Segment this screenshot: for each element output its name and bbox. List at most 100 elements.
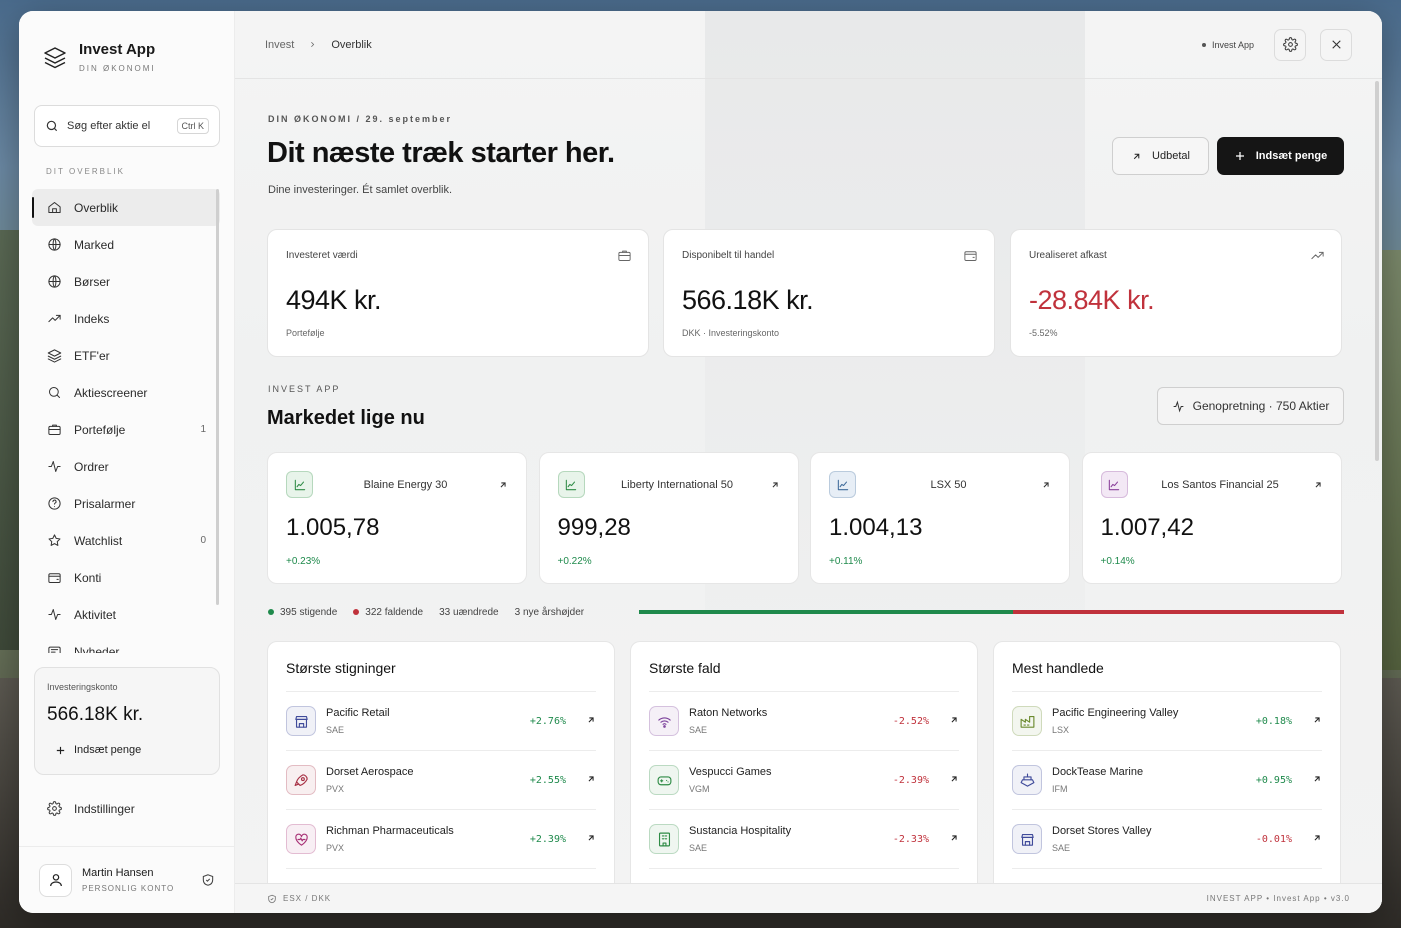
- list-item[interactable]: Richman Pharmaceuticals PVX +2.39%: [286, 810, 596, 869]
- breadth-declining-label: 322 faldende: [365, 607, 424, 618]
- withdraw-button[interactable]: Udbetal: [1112, 137, 1209, 175]
- index-value: 1.004,13: [829, 514, 923, 541]
- stat-icon: [963, 248, 978, 268]
- index-name: LSX 50: [930, 478, 967, 491]
- user-profile[interactable]: Martin Hansen PERSONLIG KONTO: [19, 846, 235, 913]
- list-item[interactable]: Dorset Aerospace PVX +2.55%: [286, 751, 596, 810]
- sidebar-scrollbar[interactable]: [216, 189, 219, 605]
- index-name: Blaine Energy 30: [363, 478, 448, 491]
- sidebar-item-etf-er[interactable]: ETF'er: [32, 337, 220, 374]
- stat-card[interactable]: Investeret værdi 494K kr. Portefølje: [267, 229, 649, 357]
- sidebar-item-label: Ordrer: [74, 459, 109, 474]
- stat-card[interactable]: Disponibelt til handel 566.18K kr. DKK · I…: [663, 229, 995, 357]
- stat-icon: [1310, 248, 1325, 268]
- gear-icon: [1282, 37, 1298, 52]
- panel-title: Største fald: [649, 660, 959, 692]
- sidebar-item-aktivitet[interactable]: Aktivitet: [32, 596, 220, 633]
- company-ticker: PVX: [326, 843, 345, 853]
- company-icon-box: [1012, 824, 1042, 854]
- factory-icon: [1020, 715, 1034, 728]
- open-link[interactable]: [949, 830, 959, 848]
- breadcrumb-item-invest[interactable]: Invest: [265, 38, 295, 51]
- list-item[interactable]: Raton Networks SAE -2.52%: [649, 692, 959, 751]
- open-link[interactable]: [1312, 712, 1322, 730]
- company-change: -2.33%: [892, 833, 929, 845]
- list-item[interactable]: Sustancia Hospitality SAE -2.33%: [649, 810, 959, 869]
- sidebar-item-label: Indeks: [74, 311, 110, 326]
- sidebar: Invest App DIN ØKONOMI Søg efter aktie e…: [19, 11, 235, 913]
- deposit-button[interactable]: Indsæt penge: [1217, 137, 1344, 175]
- stat-label: Disponibelt til handel: [682, 250, 775, 261]
- index-card[interactable]: Los Santos Financial 25 1.007,42 +0.14%: [1081, 452, 1342, 584]
- open-link[interactable]: [1312, 830, 1322, 848]
- close-button[interactable]: [1320, 28, 1352, 61]
- sidebar-item-count: 0: [200, 535, 206, 546]
- company-ticker: SAE: [326, 725, 345, 735]
- arrow-up-right-icon: [951, 835, 957, 841]
- arrow-up-right-icon: [1314, 835, 1320, 841]
- index-change: +0.22%: [557, 556, 592, 567]
- settings-button[interactable]: [1274, 28, 1306, 61]
- search-input[interactable]: Søg efter aktie el Ctrl K: [34, 105, 220, 147]
- chevron-right-icon: [311, 41, 315, 48]
- heart-icon: [294, 833, 308, 846]
- plus-icon: [1235, 152, 1244, 160]
- open-link[interactable]: [586, 771, 596, 789]
- sidebar-item-nyheder[interactable]: Nyheder: [32, 633, 220, 653]
- shield-icon[interactable]: [201, 873, 215, 887]
- breadth-highs: 3 nye årshøjder: [514, 607, 585, 618]
- account-deposit-button[interactable]: Indsæt penge: [55, 744, 207, 756]
- list-item[interactable]: Pacific Engineering Valley LSX +0.18%: [1012, 692, 1322, 751]
- panel-title: Største stigninger: [286, 660, 596, 692]
- index-card[interactable]: LSX 50 1.004,13 +0.11%: [810, 452, 1070, 584]
- list-item[interactable]: Dorset Stores Valley SAE -0.01%: [1012, 810, 1322, 869]
- company-name: DockTease Marine: [1052, 766, 1144, 778]
- sidebar-item-watchlist[interactable]: Watchlist 0: [32, 522, 220, 559]
- market-regime-button[interactable]: Genopretning · 750 Aktier: [1157, 387, 1344, 425]
- open-link[interactable]: [1312, 771, 1322, 789]
- wallet-icon: [964, 251, 977, 261]
- sidebar-item-indeks[interactable]: Indeks: [32, 300, 220, 337]
- sidebar-item-settings[interactable]: Indstillinger: [47, 801, 135, 816]
- sidebar-item-børser[interactable]: Børser: [32, 263, 220, 300]
- list-item[interactable]: DockTease Marine IFM +0.95%: [1012, 751, 1322, 810]
- brand[interactable]: Invest App DIN ØKONOMI: [43, 41, 156, 73]
- list-item[interactable]: Pacific Retail SAE +2.76%: [286, 692, 596, 751]
- sidebar-item-portefølje[interactable]: Portefølje 1: [32, 411, 220, 448]
- briefcase-icon: [48, 424, 61, 435]
- stat-sub: DKK · Investeringskonto: [682, 328, 780, 338]
- nav-section-label: DIT OVERBLIK: [46, 167, 125, 176]
- main-scrollbar[interactable]: [1375, 81, 1379, 461]
- open-link[interactable]: [586, 712, 596, 730]
- index-card[interactable]: Blaine Energy 30 1.005,78 +0.23%: [267, 452, 527, 584]
- shield-check-icon: [268, 894, 276, 903]
- footer: ESX / DKK INVEST APP • Invest App • v3.0: [235, 883, 1382, 913]
- market-eyebrow: INVEST APP: [268, 384, 341, 394]
- account-value: 566.18K kr.: [47, 704, 144, 725]
- sidebar-item-aktiescreener[interactable]: Aktiescreener: [32, 374, 220, 411]
- list-item[interactable]: Vespucci Games VGM -2.39%: [649, 751, 959, 810]
- breadth-advancing-label: 395 stigende: [280, 607, 338, 618]
- sidebar-item-marked[interactable]: Marked: [32, 226, 220, 263]
- open-link[interactable]: [949, 712, 959, 730]
- help-icon: [48, 497, 61, 510]
- sidebar-item-ordrer[interactable]: Ordrer: [32, 448, 220, 485]
- open-link[interactable]: [949, 771, 959, 789]
- hero-eyebrow: DIN ØKONOMI / 29. september: [268, 114, 453, 124]
- wifi-icon: [657, 716, 671, 728]
- index-card[interactable]: Liberty International 50 999,28 +0.22%: [538, 452, 799, 584]
- home-icon: [48, 202, 61, 213]
- account-card[interactable]: Investeringskonto 566.18K kr. Indsæt pen…: [34, 667, 220, 775]
- stat-card[interactable]: Urealiseret afkast -28.84K kr. -5.52%: [1010, 229, 1342, 357]
- close-icon: [1331, 40, 1341, 49]
- sidebar-item-label: Marked: [74, 237, 115, 252]
- sidebar-item-overblik[interactable]: Overblik: [32, 189, 220, 226]
- sidebar-item-prisalarmer[interactable]: Prisalarmer: [32, 485, 220, 522]
- sidebar-item-konti[interactable]: Konti: [32, 559, 220, 596]
- search-icon: [46, 120, 58, 132]
- open-link[interactable]: [586, 830, 596, 848]
- deposit-label: Indsæt penge: [1255, 150, 1328, 162]
- chart-icon: [565, 479, 577, 490]
- plus-icon: [56, 746, 65, 754]
- brand-subtitle: DIN ØKONOMI: [79, 64, 156, 73]
